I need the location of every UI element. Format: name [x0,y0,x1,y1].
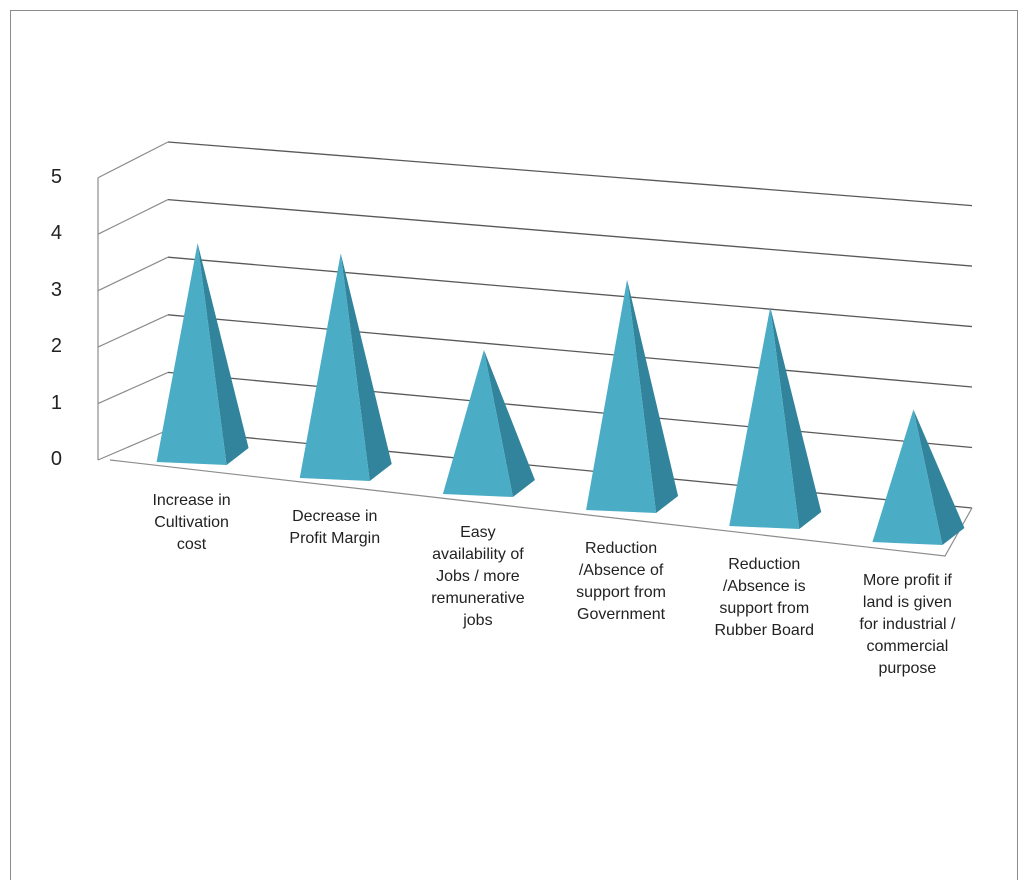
category-label-line: Rubber Board [714,622,815,639]
category-label-line: Government [577,606,666,623]
y-tick-label: 0 [50,448,62,470]
category-label: Reduction/Absence of support from Governme… [551,538,691,626]
category-label-line: Profit Margin [289,530,381,547]
pyramid-front [729,307,800,529]
category-label-line: /Absence of [578,562,664,579]
pyramid-bar [442,350,535,497]
pyramid-side [770,307,822,529]
category-label-line: Decrease in [292,508,378,525]
side-wall-line [97,314,169,348]
pyramid-front [156,243,227,465]
floor-edge [109,459,973,557]
category-label: More profit if land is given for industria… [837,570,977,680]
pyramid-front [442,350,513,497]
pyramid-side [483,350,535,497]
category-label-line: Increase in [152,492,231,509]
pyramid-bar [872,409,965,545]
category-label-line: cost [176,536,207,553]
pyramid-front [299,253,370,481]
category-label: Increase in Cultivation cost [122,490,262,556]
category-label-line: /Absence is [722,578,806,595]
side-wall-line [97,371,169,405]
gridline [167,429,973,509]
gridlines [97,141,973,557]
category-label-line: availability of [432,546,524,563]
chart-frame [10,10,1018,880]
side-wall-line [97,429,169,461]
pyramid-bar [156,243,249,465]
gridline [167,198,973,267]
pyramid-side [627,279,679,513]
category-label-line: jobs [463,612,493,629]
category-label: Decrease in Profit Margin [265,506,405,550]
pyramid-bar [299,253,392,481]
pyramid-side [913,409,965,545]
category-label-line: land is given [862,594,952,611]
category-label-line: commercial [866,638,949,655]
category-label-line: Reduction [728,556,801,573]
category-label-line: Easy [460,524,496,541]
pyramid-side [197,243,249,465]
pyramid-bar [586,279,679,513]
category-label-line: support from [576,584,666,601]
gridline [167,256,973,328]
category-label-line: support from [719,600,810,617]
pyramid-series [156,243,965,545]
y-tick-label: 2 [50,335,62,358]
category-label-line: for industrial / [859,616,956,633]
side-wall-line [97,199,169,235]
gridline [167,141,973,207]
category-label-line: purpose [878,660,937,677]
pyramid-bar [729,307,822,529]
category-label-line: Reduction [585,540,658,557]
y-tick-label: 5 [50,165,62,188]
pyramid-front [872,409,943,545]
y-tick-label: 3 [50,278,62,301]
y-tick-label: 4 [50,222,62,245]
category-label: Reduction/Absence is support from Rubber B… [694,554,834,642]
category-label-line: Cultivation [154,514,229,531]
category-label-line: Jobs / more [436,568,520,585]
category-label: Easy availability of Jobs / more remunerati… [408,522,548,632]
pyramid-side [340,253,392,481]
category-label-line: remunerative [431,590,525,607]
side-wall-line [97,141,169,179]
pyramid-front [586,279,657,513]
y-tick-label: 1 [50,391,62,414]
category-label-line: More profit if [862,572,952,589]
gridline [167,371,973,449]
gridline [167,314,973,388]
side-wall-line [97,256,169,292]
